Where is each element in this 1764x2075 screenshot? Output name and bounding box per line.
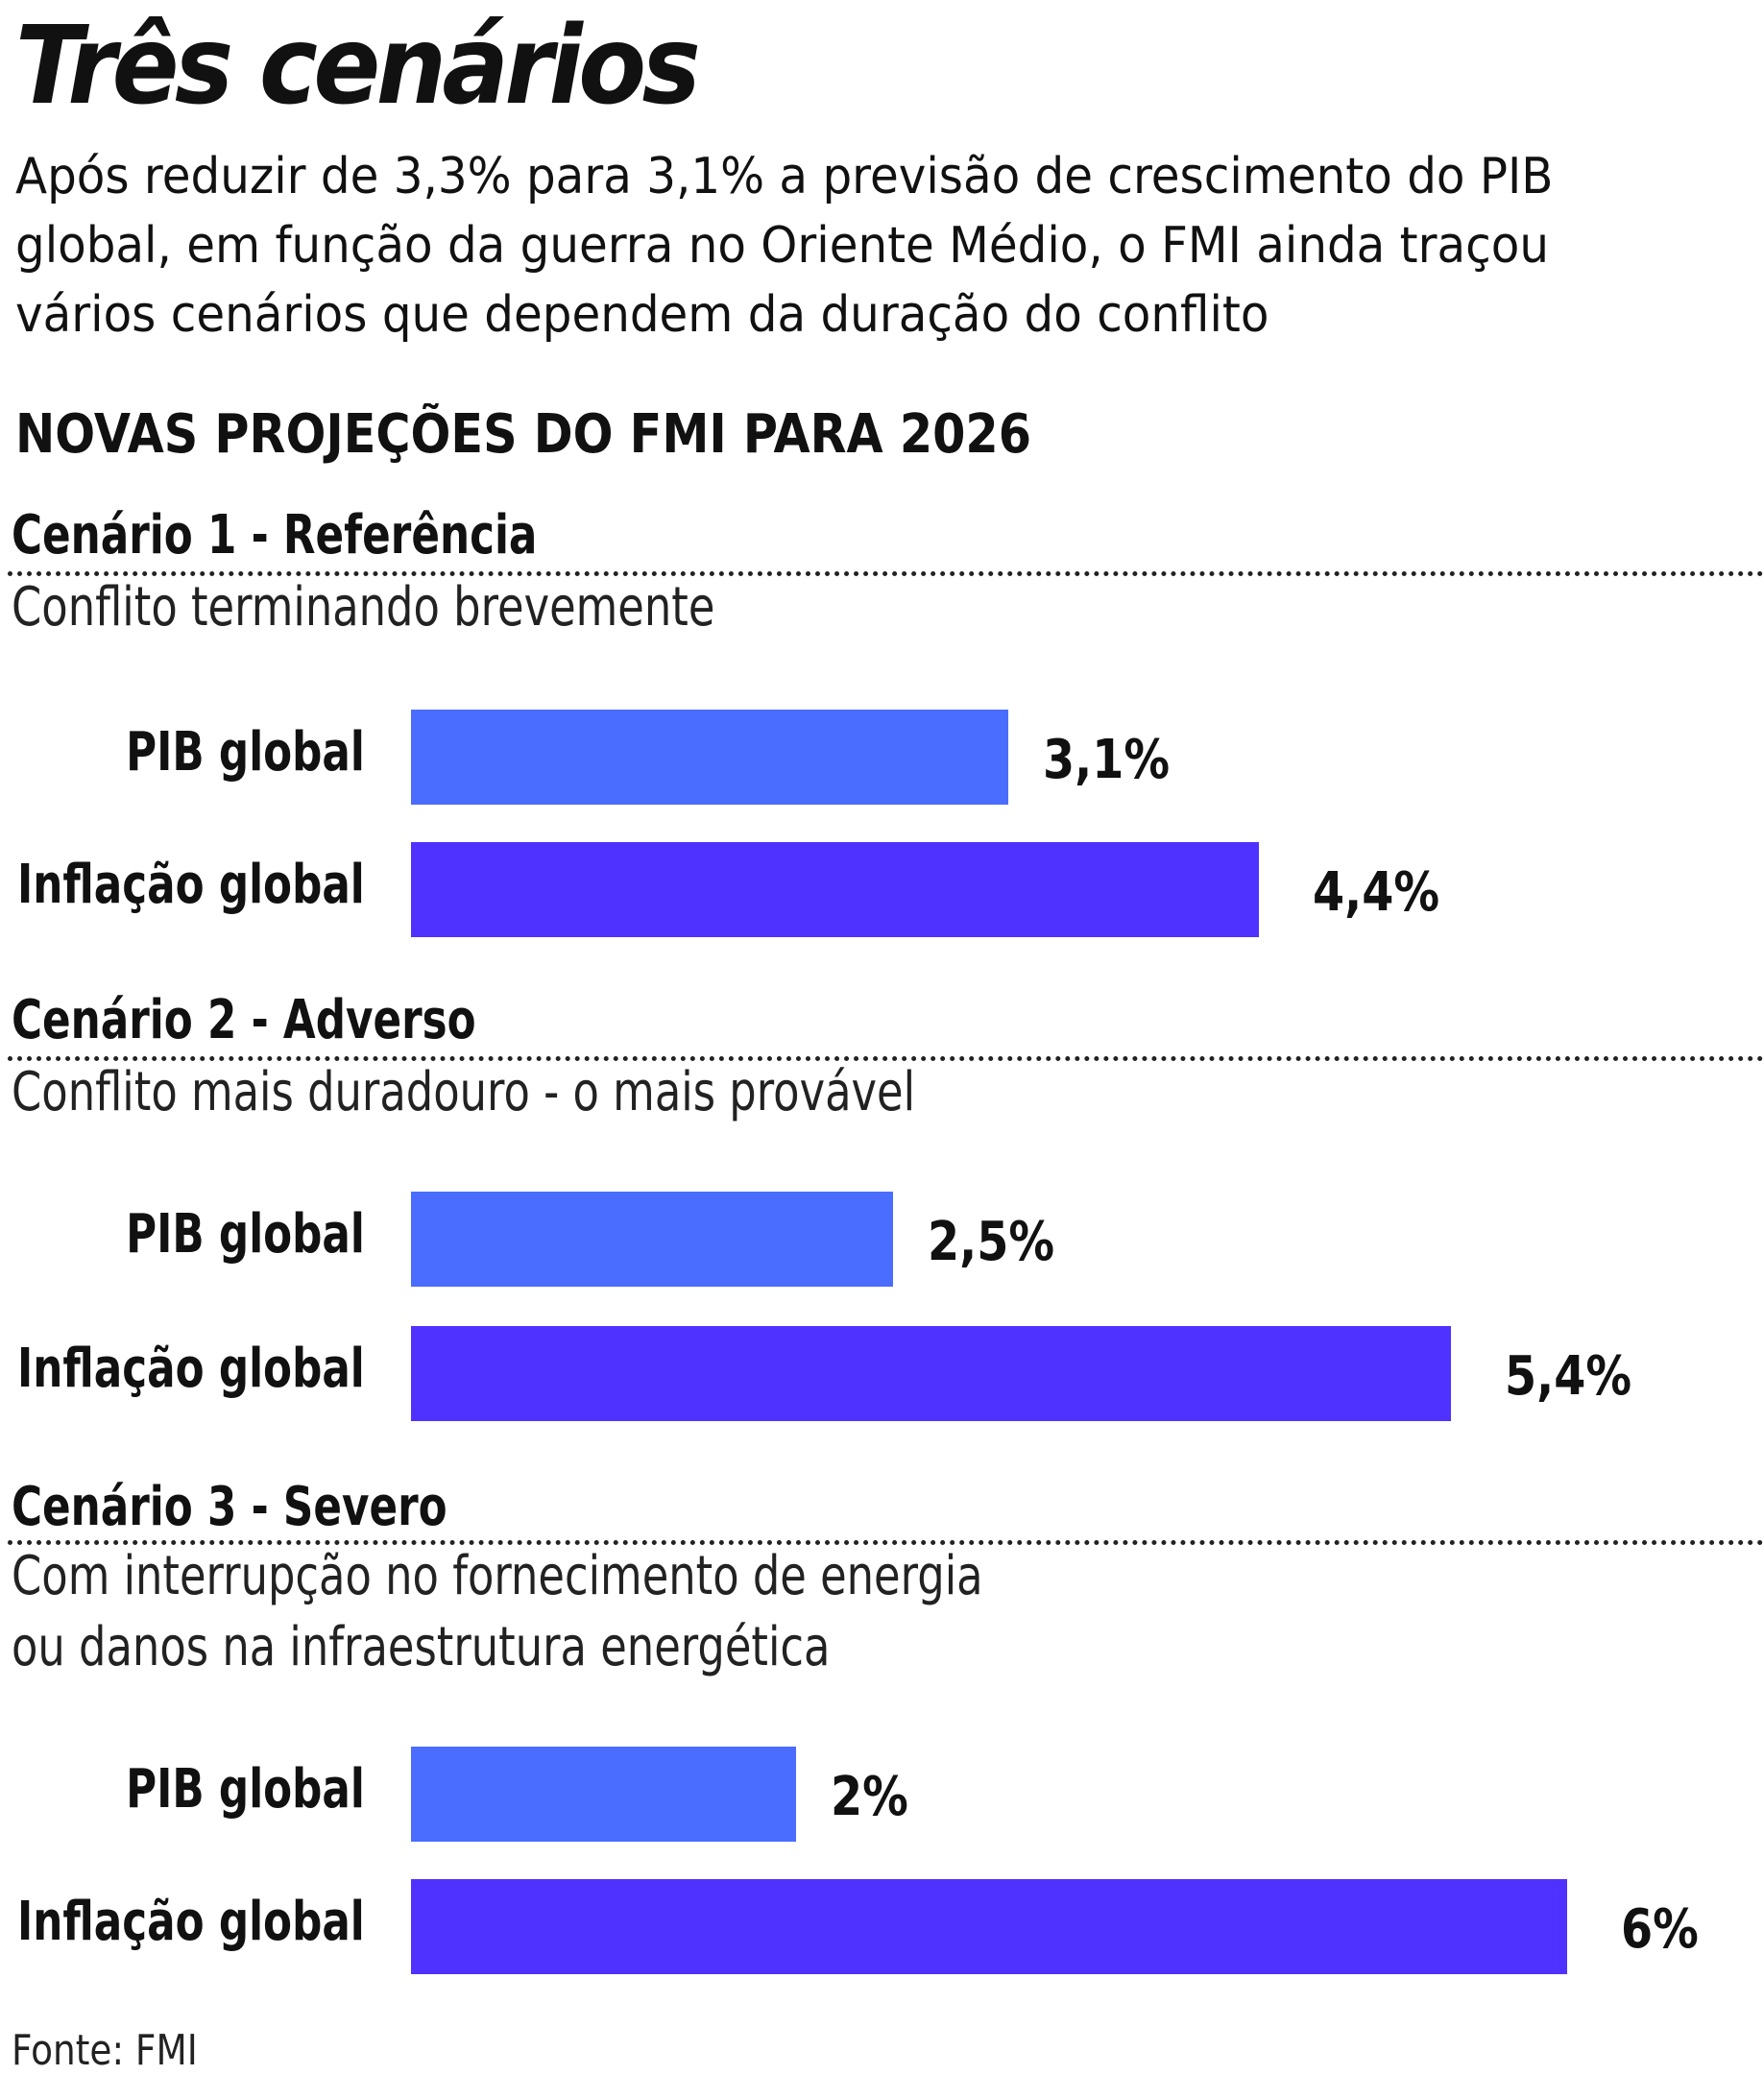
value-label: 3,1%: [1042, 729, 1170, 791]
scenario-heading: Cenário 3 - Severo: [12, 1476, 447, 1538]
subtitle-line: Após reduzir de 3,3% para 3,1% a previsã…: [15, 148, 1554, 205]
section-title: NOVAS PROJEÇÕES DO FMI PARA 2026: [15, 403, 1032, 466]
bar-inflacao: [411, 842, 1259, 937]
scenario-heading: Cenário 1 - Referência: [12, 504, 538, 567]
dotted-divider: [8, 1540, 1764, 1545]
bar-label: Inflação global: [17, 1338, 365, 1400]
bar-inflacao: [411, 1326, 1452, 1421]
bar-label: PIB global: [126, 721, 365, 784]
bar-label: Inflação global: [17, 1891, 365, 1953]
value-label: 4,4%: [1312, 861, 1439, 924]
scenario-description: Conflito mais duradouro - o mais prováve…: [12, 1061, 916, 1123]
value-label: 2%: [831, 1766, 909, 1828]
scenario-description: ou danos na infraestrutura energética: [12, 1616, 831, 1678]
subtitle-line: vários cenários que dependem da duração …: [15, 286, 1269, 344]
dotted-divider: [8, 1056, 1764, 1061]
value-label: 2,5%: [927, 1211, 1054, 1273]
source-note: Fonte: FMI: [12, 2026, 198, 2075]
value-label: 6%: [1620, 1898, 1699, 1961]
bar-pib: [411, 710, 1008, 805]
chart-title: Três cenários: [15, 4, 701, 129]
subtitle: Após reduzir de 3,3% para 3,1% a previsã…: [15, 142, 1623, 350]
bar-label: Inflação global: [17, 854, 365, 916]
scenario-description: Conflito terminando brevemente: [12, 576, 715, 639]
bar-pib: [411, 1192, 893, 1287]
value-label: 5,4%: [1505, 1345, 1632, 1408]
bar-label: PIB global: [126, 1203, 365, 1266]
scenario-description: Com interrupção no fornecimento de energ…: [12, 1545, 983, 1607]
scenario-heading: Cenário 2 - Adverso: [12, 989, 476, 1051]
bar-label: PIB global: [126, 1758, 365, 1821]
bar-pib: [411, 1747, 797, 1842]
bar-inflacao: [411, 1879, 1567, 1974]
dotted-divider: [8, 571, 1764, 576]
subtitle-line: global, em função da guerra no Oriente M…: [15, 217, 1549, 275]
